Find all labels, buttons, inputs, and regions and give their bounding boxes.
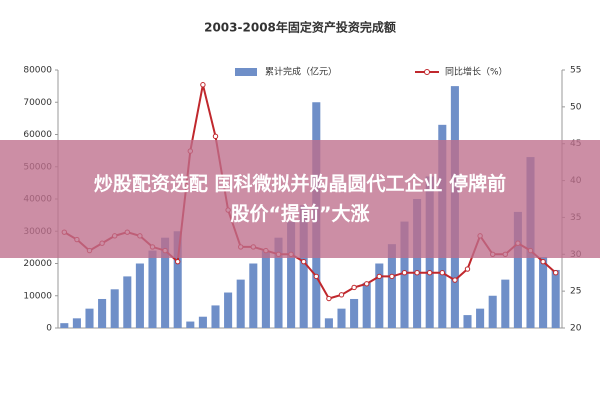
y2-tick-label: 55 (570, 66, 581, 76)
line-marker (452, 277, 458, 283)
bar (488, 295, 497, 328)
line-marker (376, 273, 382, 280)
bar (513, 211, 522, 328)
bar (299, 205, 308, 328)
bar (501, 279, 510, 328)
line-marker (364, 281, 370, 287)
line-marker (540, 258, 546, 265)
bar (362, 282, 371, 328)
bar (72, 318, 81, 328)
bar (60, 323, 69, 328)
legend-label: 累计完成（亿元） (265, 66, 337, 78)
bar (337, 308, 346, 328)
bar (123, 276, 132, 328)
line-marker (401, 270, 408, 276)
line-marker (439, 270, 445, 276)
bar (274, 237, 283, 328)
bar (413, 199, 422, 328)
bar (161, 237, 170, 328)
bar (539, 257, 548, 328)
bar (236, 279, 245, 328)
line-marker (313, 273, 319, 280)
bar (463, 315, 472, 328)
bar (324, 318, 333, 328)
line-marker (175, 258, 181, 265)
line-marker (200, 82, 206, 88)
y-tick-label: 20000 (23, 259, 52, 269)
bar (350, 298, 359, 328)
bar (375, 263, 384, 328)
bar (110, 289, 119, 328)
bar (551, 269, 560, 328)
chart-title: 2003-2008年固定资产投资完成额 (204, 20, 396, 35)
y-tick-label: 60000 (23, 130, 52, 140)
bar (198, 316, 207, 328)
legend-swatch (424, 69, 430, 75)
line-marker (212, 133, 219, 140)
y2-tick-label: 50 (570, 102, 582, 112)
bar (135, 263, 144, 328)
y-tick-label: 0 (46, 324, 52, 334)
line-marker (338, 292, 345, 298)
y-tick-label: 80000 (23, 66, 52, 76)
bar (186, 321, 195, 328)
bar (249, 263, 258, 328)
bar (148, 250, 157, 328)
bar (287, 221, 296, 328)
bar (224, 292, 233, 328)
line-marker (464, 266, 471, 272)
line-marker (553, 270, 559, 276)
bar (476, 308, 485, 328)
overlay-line: 股价“提前”大涨 (230, 203, 370, 225)
overlay-banner: 炒股配资选配 国科微拟并购晶圆代工企业 停牌前 股价“提前”大涨 (0, 140, 600, 258)
y-tick-label: 70000 (23, 98, 52, 108)
legend-swatch (235, 68, 257, 76)
bar (173, 231, 182, 328)
bar (98, 298, 107, 328)
y-tick-label: 10000 (23, 291, 52, 301)
bar (261, 250, 270, 328)
line-marker (389, 273, 395, 280)
line-marker (351, 284, 357, 291)
y2-tick-label: 20 (570, 324, 582, 334)
line-marker (326, 295, 332, 302)
overlay-line: 炒股配资选配 国科微拟并购晶圆代工企业 停牌前 (93, 173, 507, 195)
bar (211, 305, 220, 328)
legend-label: 同比增长（%） (445, 66, 508, 78)
line-marker (301, 258, 307, 265)
bar (85, 308, 94, 328)
bar (387, 244, 396, 328)
y2-tick-label: 25 (570, 287, 581, 297)
line-marker (427, 270, 433, 276)
line-marker (414, 270, 420, 276)
